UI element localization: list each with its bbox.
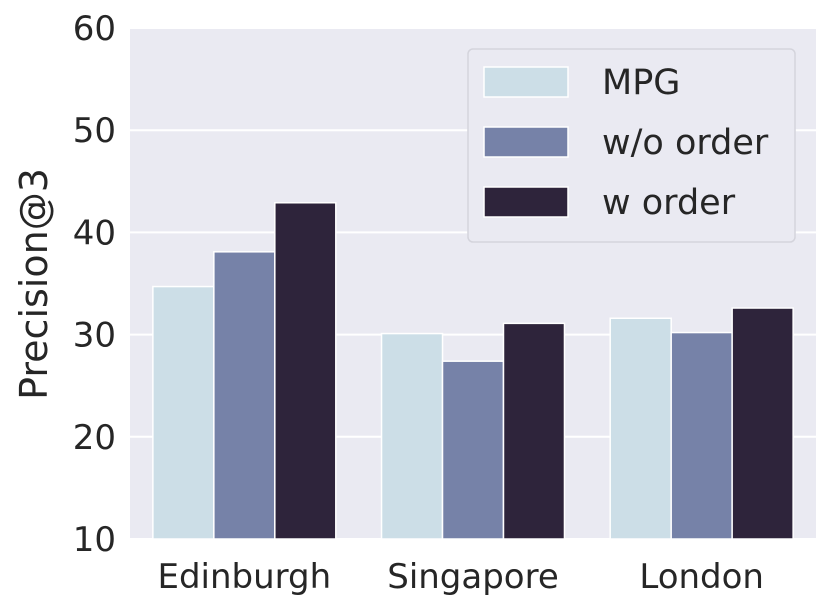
y-tick-labels: 10 20 30 40 50 60 [73, 9, 116, 560]
legend-label: w order [602, 183, 736, 223]
legend-label: w/o order [602, 123, 769, 163]
x-tick-label: Edinburgh [157, 557, 331, 597]
y-tick-label: 40 [73, 213, 116, 253]
legend-swatch [483, 66, 569, 98]
bar-singapore-mpg [380, 332, 444, 540]
y-tick-label: 60 [73, 9, 116, 49]
legend-swatch [483, 126, 569, 158]
legend-label: MPG [602, 63, 680, 103]
bars [152, 202, 794, 540]
y-tick-label: 10 [73, 520, 116, 560]
legend-swatch [483, 186, 569, 218]
bar-london-mpg [609, 317, 672, 540]
bar-edinburgh-mpg [152, 285, 215, 540]
bar-london-w-o-order [670, 331, 733, 540]
legend: MPG w/o order w order [467, 48, 796, 243]
bar-singapore-w-order [502, 322, 566, 540]
y-tick-label: 50 [73, 111, 116, 151]
bar-london-w-order [731, 307, 794, 540]
x-tick-label: Singapore [387, 557, 559, 597]
y-axis-label: Precision@3 [12, 168, 56, 400]
y-tick-label: 30 [73, 316, 116, 356]
x-tick-labels: Edinburgh Singapore London [157, 557, 764, 597]
bar-edinburgh-w-o-order [213, 251, 276, 540]
y-tick-label: 20 [73, 418, 116, 458]
bar-singapore-w-o-order [441, 360, 505, 540]
x-tick-label: London [639, 557, 764, 597]
bar-edinburgh-w-order [274, 202, 337, 540]
